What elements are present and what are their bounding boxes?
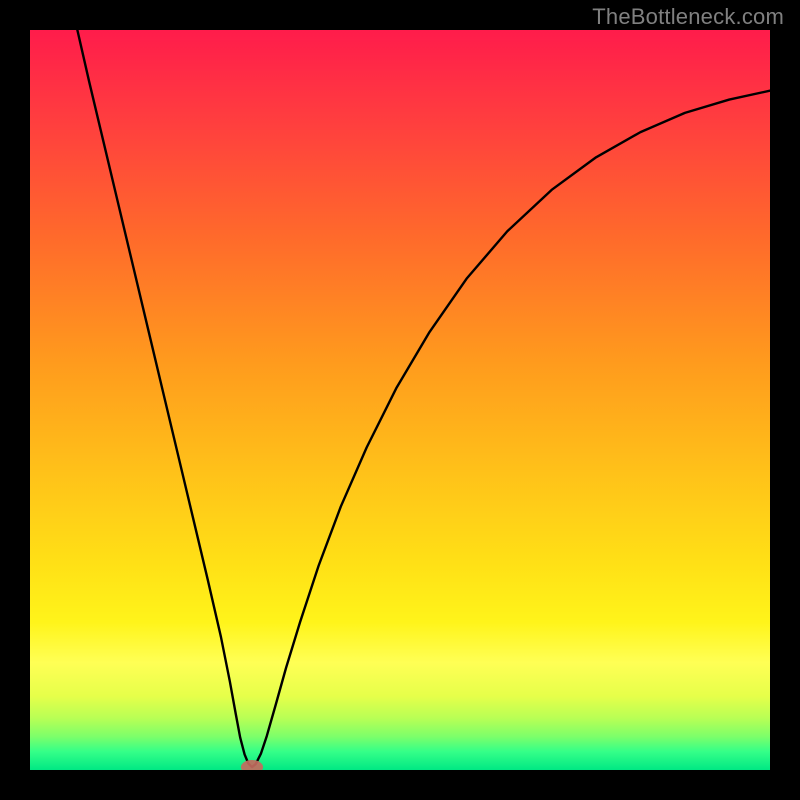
plot-svg [30, 30, 770, 770]
watermark-text: TheBottleneck.com [592, 4, 784, 30]
gradient-background [30, 30, 770, 770]
bottleneck-figure: TheBottleneck.com [0, 0, 800, 800]
plot-area [30, 30, 770, 770]
